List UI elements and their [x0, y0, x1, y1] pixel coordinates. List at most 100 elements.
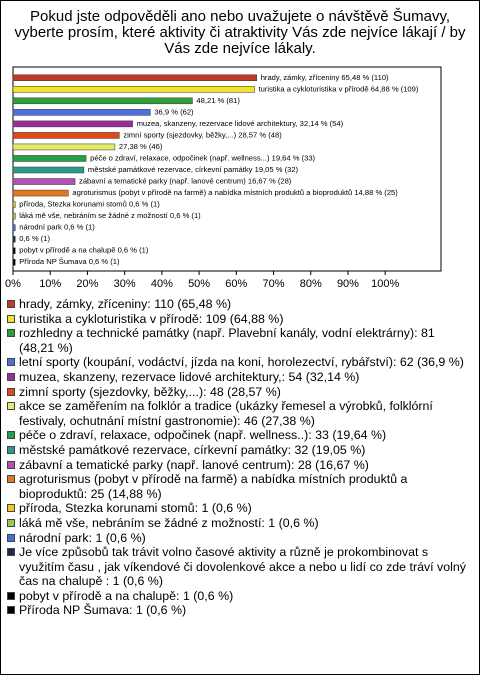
legend-swatch	[7, 402, 15, 411]
legend-label: národní park: 1 (0,6 %)	[19, 530, 146, 545]
bar	[12, 109, 151, 116]
legend-label: letní sporty (koupání, vodáctví, jízda n…	[19, 355, 464, 370]
legend-label: rozhledny a technické památky (např. Pla…	[19, 326, 435, 355]
bar	[12, 224, 16, 231]
legend-swatch	[7, 387, 15, 396]
legend-swatch	[7, 606, 15, 615]
legend-item: zábavní a tematické parky (např. lanové …	[7, 458, 473, 473]
value-label: národní park 0,6 % (1)	[19, 223, 95, 232]
value-label: muzea, skanzeny, rezervace lidové archit…	[137, 119, 344, 128]
legend-label: Je více způsobů tak trávit volno časové …	[19, 545, 466, 589]
bar	[12, 74, 257, 82]
legend-swatch	[7, 475, 15, 484]
x-tick-label: 10%	[39, 278, 61, 290]
x-tick-label: 90%	[337, 278, 359, 290]
legend-item: pobyt v přírodě a na chalupě: 1 (0,6 %)	[7, 589, 473, 604]
legend-label: agroturismus (pobyt v přírodě na farmě) …	[19, 472, 408, 501]
value-label: 27,38 % (46)	[119, 142, 163, 151]
legend-label: péče o zdraví, relaxace, odpočinek (např…	[19, 428, 387, 443]
bar	[12, 166, 85, 174]
value-label: hrady, zámky, zříceniny 65,48 % (110)	[261, 73, 389, 82]
x-tick-label: 0%	[5, 278, 21, 290]
value-label: městské památkové rezervace, církevní pa…	[88, 165, 299, 174]
legend-swatch	[7, 431, 15, 440]
legend-swatch	[7, 504, 15, 513]
legend-item: letní sporty (koupání, vodáctví, jízda n…	[7, 355, 473, 370]
legend-item: příroda, Stezka korunami stomů: 1 (0,6 %…	[7, 501, 473, 516]
bar	[12, 155, 87, 162]
x-tick-label: 30%	[114, 278, 136, 290]
legend-item: láká mě vše, nebráním se žádné z možnost…	[7, 516, 473, 531]
x-tick-label: 20%	[76, 278, 98, 290]
legend-item: péče o zdraví, relaxace, odpočinek (např…	[7, 428, 473, 443]
value-label: turistika a cykloturistika v přírodě 64,…	[258, 84, 418, 93]
x-tick-label: 70%	[263, 278, 285, 290]
legend-swatch	[7, 591, 15, 600]
legend-item: národní park: 1 (0,6 %)	[7, 531, 473, 546]
legend-label: příroda, Stezka korunami stomů: 1 (0,6 %…	[19, 501, 252, 516]
bar	[12, 201, 16, 208]
legend-item: Příroda NP Šumava: 1 (0,6 %)	[7, 603, 473, 618]
bar	[12, 143, 116, 151]
legend-swatch	[7, 314, 15, 323]
bar	[12, 212, 16, 220]
legend-label: zimní sporty (sjezdovky, běžky,...): 48 …	[19, 384, 281, 399]
legend-swatch	[7, 533, 15, 542]
value-label: 36,9 % (62)	[154, 107, 194, 116]
value-label: agroturismus (pobyt v přírodě na farmě) …	[72, 188, 398, 197]
x-tick-label: 40%	[151, 278, 173, 290]
legend-label: zábavní a tematické parky (např. lanové …	[19, 457, 369, 472]
value-label: péče o zdraví, relaxace, odpočinek (např…	[90, 153, 315, 162]
legend-label: Příroda NP Šumava: 1 (0,6 %)	[19, 603, 187, 618]
x-tick-label: 100%	[371, 278, 399, 290]
value-label: 0,6 % (1)	[19, 234, 50, 243]
x-tick-label: 50%	[188, 278, 210, 290]
legend-swatch	[7, 300, 15, 308]
legend-label: turistika a cykloturistika v přírodě: 10…	[19, 311, 284, 326]
x-tick-label: 80%	[300, 278, 322, 290]
x-tick-label: 60%	[225, 278, 247, 290]
legend-label: pobyt v přírodě a na chalupě: 1 (0,6 %)	[19, 588, 234, 603]
legend-label: muzea, skanzeny, rezervace lidové archit…	[19, 369, 360, 384]
legend-item: agroturismus (pobyt v přírodě na farmě) …	[7, 472, 473, 501]
legend-item: Je více způsobů tak trávit volno časové …	[7, 545, 473, 589]
value-label: zimní sporty (sjezdovky, běžky,...) 28,5…	[123, 130, 282, 139]
legend-item: akce se zaměřením na folklór a tradice (…	[7, 399, 473, 428]
legend-swatch	[7, 460, 15, 469]
bar	[12, 189, 69, 197]
legend-swatch	[7, 329, 15, 338]
legend-item: rozhledny a technické památky (např. Pla…	[7, 326, 473, 355]
legend: hrady, zámky, zříceniny: 110 (65,48 %) tu…	[7, 297, 473, 618]
legend-swatch	[7, 358, 15, 367]
legend-item: turistika a cykloturistika v přírodě: 10…	[7, 312, 473, 327]
bar	[12, 132, 120, 139]
value-label: zábavní a tematické parky (např. lanové …	[79, 177, 292, 186]
value-label: Příroda NP Šumava 0,6 % (1)	[19, 257, 120, 266]
bar	[12, 86, 255, 93]
legend-label: hrady, zámky, zříceniny: 110 (65,48 %)	[19, 297, 232, 311]
chart-title: Pokud jste odpověděli ano nebo uvažujete…	[14, 8, 466, 57]
value-label: láká mě vše, nebráním se žádné z možnost…	[19, 211, 201, 220]
legend-swatch	[7, 445, 15, 454]
legend-item: zimní sporty (sjezdovky, běžky,...): 48 …	[7, 385, 473, 400]
value-label: pobyt v přírodě a na chalupě 0,6 % (1)	[19, 246, 149, 255]
legend-item: muzea, skanzeny, rezervace lidové archit…	[7, 370, 473, 385]
legend-label: městské památkové rezervace, církevní pa…	[19, 442, 366, 457]
bar	[12, 120, 133, 128]
legend-swatch	[7, 372, 15, 381]
value-label: 48,21 % (81)	[196, 96, 240, 105]
bar	[12, 235, 16, 243]
legend-label: akce se zaměřením na folklór a tradice (…	[19, 399, 433, 428]
legend-item: hrady, zámky, zříceniny: 110 (65,48 %)	[7, 297, 473, 312]
bar	[12, 258, 16, 266]
bar	[12, 178, 76, 185]
bar	[12, 247, 16, 254]
value-label: příroda, Stezka korunami stomů 0,6 % (1)	[19, 200, 160, 209]
legend-swatch	[7, 548, 15, 557]
legend-label: láká mě vše, nebráním se žádné z možnost…	[19, 515, 319, 530]
legend-item: městské památkové rezervace, církevní pa…	[7, 443, 473, 458]
chart: 0% 10% 20% 30% 40% 50% 60% 70% 80% 90% 100% hrady, …	[5, 66, 442, 290]
bar	[12, 97, 193, 105]
legend-swatch	[7, 518, 15, 527]
